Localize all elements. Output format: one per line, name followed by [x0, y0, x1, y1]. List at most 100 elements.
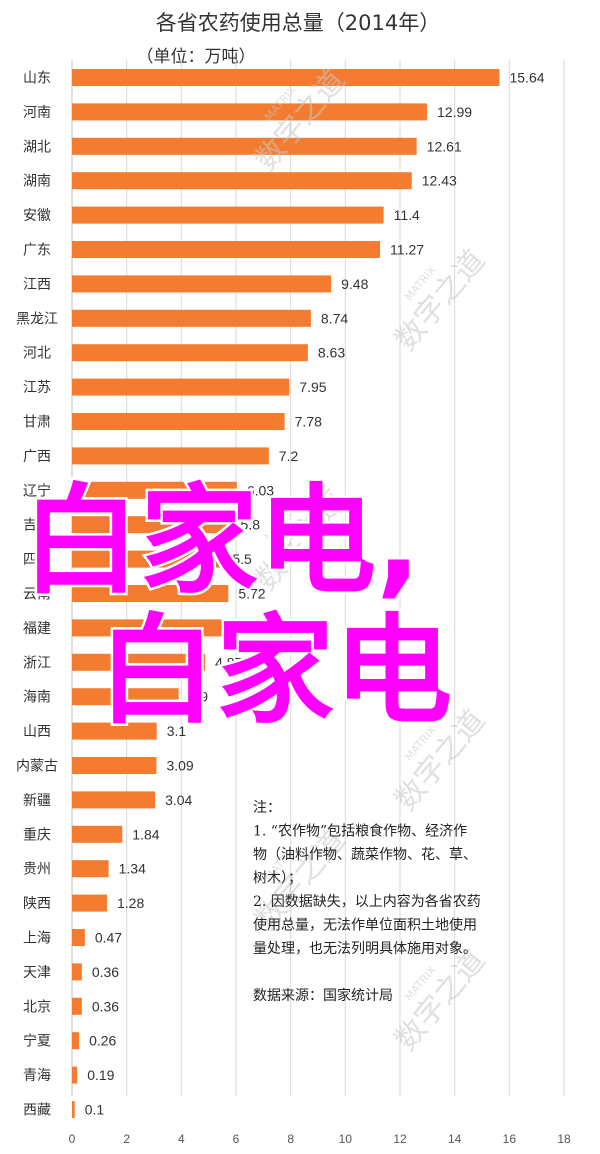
bars: [72, 69, 500, 1118]
bar: [72, 241, 381, 258]
x-tick-label: 12: [393, 1132, 407, 1146]
category-label: 陕西: [23, 896, 51, 912]
category-label: 天津: [23, 965, 51, 981]
bar: [72, 516, 231, 534]
watermark-text: 数字之道: [388, 243, 492, 357]
value-label: 3.9: [189, 689, 209, 705]
value-label: 12.43: [422, 173, 457, 189]
category-label: 黑龙江: [16, 311, 58, 327]
chart-title: 各省农药使用总量（2014年）: [156, 11, 440, 35]
x-tick-label: 8: [287, 1132, 294, 1146]
x-tick-label: 2: [123, 1132, 130, 1146]
bar: [72, 1032, 80, 1050]
category-label: 海南: [23, 690, 51, 706]
bar: [72, 1066, 78, 1084]
overlay-line: 白家电: [98, 602, 452, 740]
bar: [72, 550, 223, 568]
category-label: 江苏: [23, 380, 51, 396]
x-axis-ticks: 0 2 4 6 8 10 12 14 16 18: [69, 1132, 571, 1146]
category-label: 江西: [23, 277, 51, 293]
gridlines: [71, 60, 565, 1096]
value-label: 0.36: [92, 998, 119, 1014]
category-label: 宁夏: [23, 1033, 51, 1050]
value-label: 12.99: [437, 104, 472, 120]
overlay-line: 白家电,: [22, 472, 421, 610]
value-label: 12.61: [427, 138, 462, 154]
category-label: 甘肃: [23, 415, 51, 431]
value-label: 3.1: [167, 723, 187, 739]
bar: [72, 825, 123, 843]
category-label: 青海: [23, 1068, 51, 1084]
x-tick-label: 16: [503, 1132, 517, 1146]
bar: [72, 481, 237, 499]
category-label: 安徽: [23, 208, 51, 224]
bar: [72, 860, 109, 878]
bar: [72, 963, 82, 981]
value-label: 7.95: [299, 379, 326, 395]
value-label: 1.34: [119, 861, 146, 877]
value-label: 3.04: [165, 792, 192, 808]
category-label: 山东: [23, 71, 51, 87]
category-label: 新疆: [23, 793, 51, 809]
footnotes: 注： 1. “农作物”包括粮食作物、经济作物（油料作物、蔬菜作物、花、草、树木）；…: [253, 800, 481, 1004]
value-label: 0.19: [87, 1067, 114, 1083]
x-tick-label: 10: [339, 1132, 353, 1146]
footnote-line: 数据来源：国家统计局: [253, 987, 393, 1004]
value-label: 0.47: [95, 930, 122, 946]
category-label: 广西: [23, 449, 51, 465]
bar: [72, 1101, 75, 1118]
bar: [72, 585, 229, 602]
value-label: 1.28: [117, 895, 144, 911]
footnote-line: 树木）；: [253, 871, 302, 887]
bar: [72, 619, 224, 637]
bar: [72, 137, 417, 155]
footnote-line: 2. 因数据缺失，以上内容为各省农药: [253, 893, 481, 910]
bar: [72, 69, 500, 86]
bar: [72, 447, 269, 465]
category-label: 贵州: [23, 862, 51, 878]
x-tick-label: 18: [557, 1132, 571, 1146]
bar: [72, 309, 311, 327]
category-label: 河北: [23, 346, 51, 362]
category-label: 广东: [23, 243, 51, 259]
category-label: 辽宁: [23, 482, 51, 499]
bar: [72, 757, 157, 774]
category-label: 西藏: [23, 1103, 51, 1119]
bar: [72, 688, 179, 706]
category-label: 北京: [23, 999, 51, 1015]
category-label: 河南: [23, 105, 51, 121]
category-label: 云南: [23, 587, 51, 603]
bar: [72, 894, 107, 912]
value-label: 5.72: [238, 586, 265, 602]
category-label: 山西: [23, 724, 51, 740]
overlay-text: 白家电,白家电: [20, 470, 455, 743]
footnote-line: 注：: [253, 800, 281, 816]
bar: [72, 275, 332, 293]
value-label: 4.87: [215, 654, 242, 670]
x-tick-label: 4: [178, 1132, 185, 1146]
category-label: 浙江: [23, 655, 51, 671]
value-label: 8.74: [321, 310, 348, 326]
bar: [72, 929, 85, 946]
bar: [72, 378, 290, 396]
footnote-line: 1. “农作物”包括粮食作物、经济作: [253, 823, 467, 840]
value-label: 1.84: [132, 826, 159, 842]
watermark-text: 数字之道: [388, 943, 492, 1057]
value-label: 6.03: [247, 482, 274, 498]
value-label: 11.4: [394, 207, 420, 223]
bar: [72, 413, 285, 430]
value-label: 8.63: [318, 345, 345, 361]
value-label: 0.36: [92, 964, 119, 980]
x-tick-label: 0: [69, 1132, 76, 1146]
category-labels: 山东河南湖北湖南安徽广东江西黑龙江河北江苏甘肃广西辽宁吉林四川云南福建浙江海南山…: [16, 71, 58, 1119]
footnote-line: 量处理，也无法列明具体施用对象。: [253, 941, 477, 957]
bar: [72, 103, 428, 121]
x-tick-label: 14: [448, 1132, 462, 1146]
value-label: 3.09: [166, 758, 193, 774]
category-label: 吉林: [23, 518, 51, 534]
chart-subtitle: （单位：万吨）: [137, 47, 256, 67]
category-label: 湖北: [23, 139, 51, 155]
value-label: 0.1: [85, 1102, 105, 1118]
category-label: 四川: [23, 552, 51, 568]
